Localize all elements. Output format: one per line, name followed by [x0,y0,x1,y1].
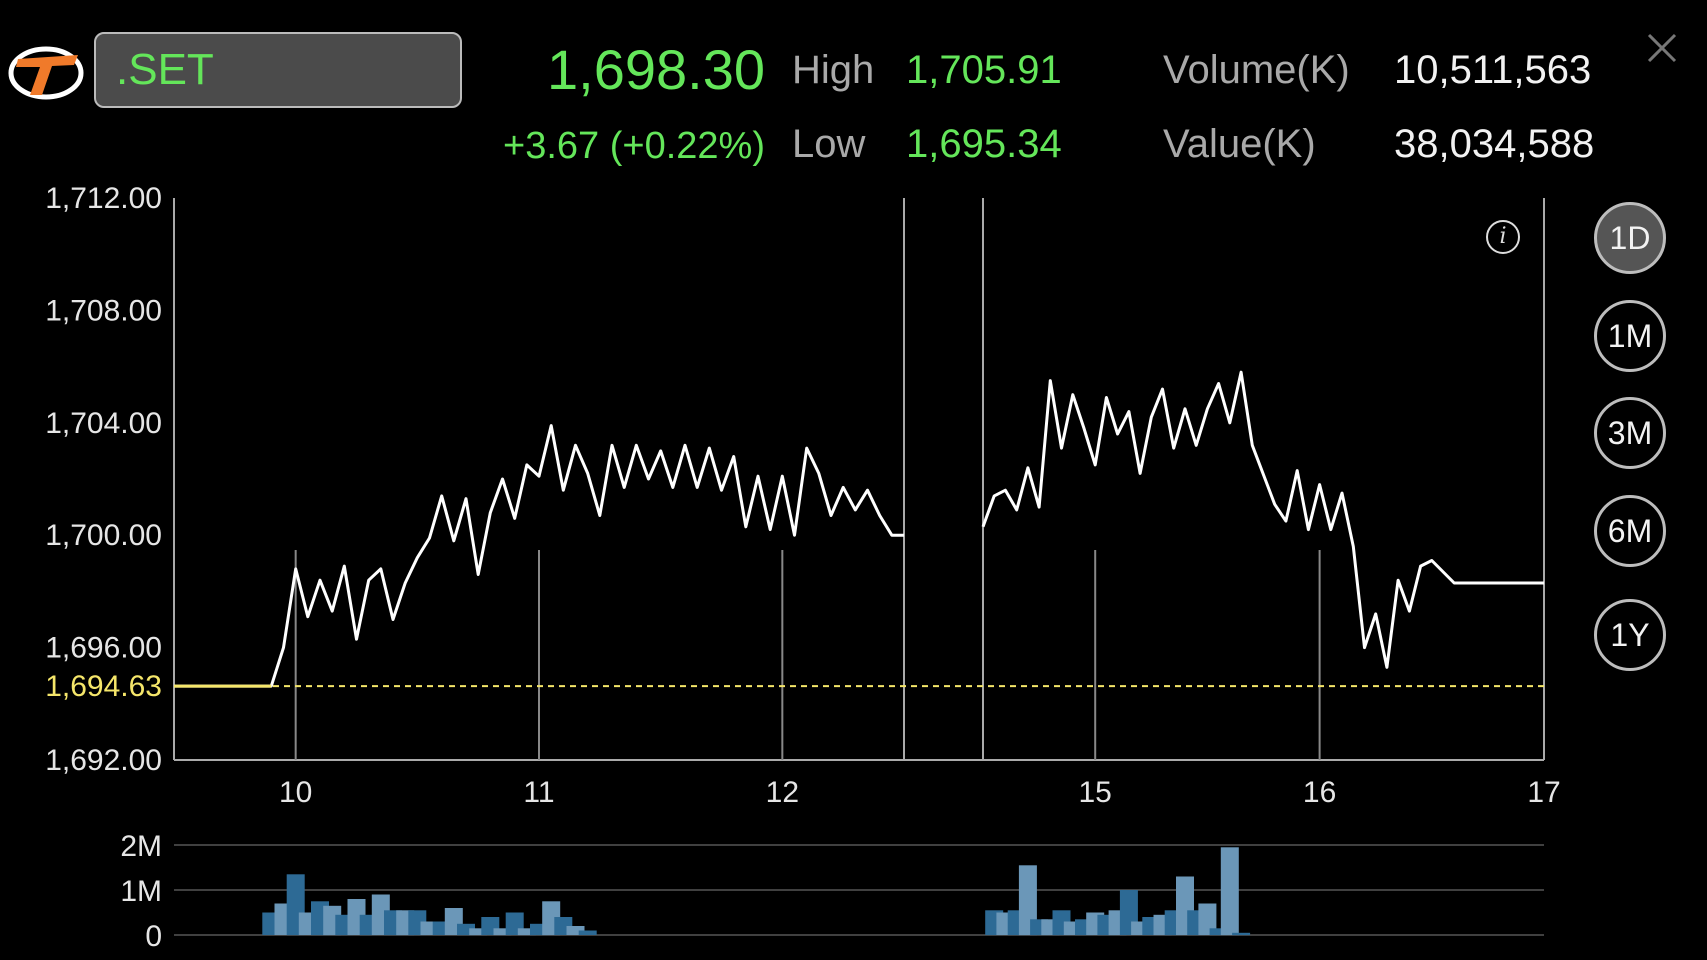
x-tick-label: 12 [766,776,799,809]
info-icon[interactable]: i [1486,220,1520,254]
y-tick-label: 1,704.00 [45,407,162,440]
value-label: Value(K) [1163,122,1316,166]
close-icon[interactable] [1644,30,1680,66]
x-tick-label: 11 [523,776,554,809]
x-tick-label: 17 [1527,776,1560,809]
y-tick-label: 1,696.00 [45,632,162,665]
brand-logo-icon [8,46,84,100]
y-tick-label: 1,700.00 [45,519,162,552]
volume-bar [457,923,475,936]
last-price: 1,698.30 [547,38,765,101]
x-tick-label: 15 [1079,776,1112,809]
volume-value: 10,511,563 [1394,48,1592,92]
volume-bar [1220,847,1239,936]
period-1d-button[interactable]: 1D [1594,202,1666,274]
price-line-afternoon [981,370,1544,669]
period-6m-button[interactable]: 6M [1594,495,1666,567]
y-tick-label: 1,708.00 [45,294,162,327]
low-label: Low [792,122,866,166]
volume-bar [1018,865,1037,936]
volume-label: Volume(K) [1163,48,1350,92]
volume-bar [566,926,585,935]
price-change: +3.67 (+0.22%) [503,125,765,167]
x-tick-label: 16 [1303,776,1336,809]
volume-bar [469,928,488,936]
price-line-morning [174,424,904,688]
volume-bar [1198,903,1217,935]
reference-value-label: 1,694.63 [45,670,162,703]
period-3m-button[interactable]: 3M [1594,397,1666,469]
symbol-search-field[interactable]: .SET [94,32,462,108]
volume-bar [530,923,548,936]
volume-bar [1232,932,1251,936]
high-value: 1,705.91 [906,48,1062,92]
high-label: High [792,48,875,92]
volume-bar [493,928,512,936]
volume-bar [517,928,536,936]
period-1y-button[interactable]: 1Y [1594,599,1666,671]
value-value: 38,034,588 [1394,122,1595,166]
volume-tick-label: 1M [120,875,162,908]
volume-tick-label: 0 [145,920,162,953]
period-1m-button[interactable]: 1M [1594,300,1666,372]
x-tick-label: 10 [279,776,312,809]
y-tick-label: 1,692.00 [45,744,162,777]
y-tick-label: 1,712.00 [45,182,162,215]
volume-bar [1209,928,1228,936]
volume-tick-label: 2M [120,830,162,863]
volume-bar [578,930,597,935]
low-value: 1,695.34 [906,122,1062,166]
